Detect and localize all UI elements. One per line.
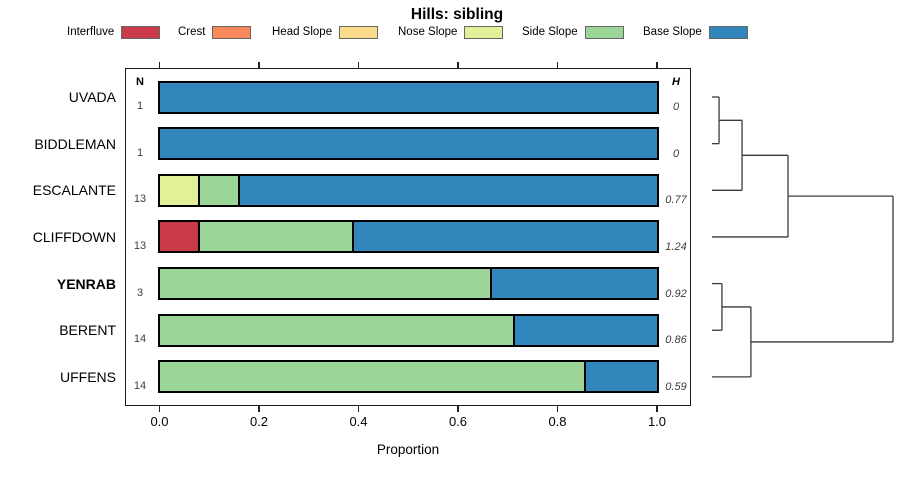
legend-swatch bbox=[708, 25, 748, 39]
row-label: BIDDLEMAN bbox=[34, 135, 116, 152]
axis-tick-bottom bbox=[357, 406, 360, 412]
h-value: 0.59 bbox=[665, 380, 687, 393]
x-axis-title: Proportion bbox=[376, 442, 440, 457]
axis-tick-top bbox=[258, 62, 260, 68]
legend-swatch bbox=[212, 25, 252, 39]
bar-segment-base-slope bbox=[351, 222, 657, 252]
legend-swatch bbox=[584, 25, 624, 39]
h-value: 0.92 bbox=[665, 287, 687, 300]
axis-tick-bottom bbox=[258, 406, 260, 412]
plot-area bbox=[125, 68, 691, 406]
row-label: YENRAB bbox=[56, 275, 116, 292]
legend-item: Base Slope bbox=[643, 25, 748, 39]
dendrogram bbox=[712, 96, 894, 378]
bar-segment-side-slope bbox=[159, 315, 514, 345]
legend-item-label: Interfluve bbox=[67, 26, 115, 38]
axis-tick-top bbox=[457, 62, 459, 68]
axis-tick-bottom bbox=[556, 406, 559, 412]
legend-item-label: Crest bbox=[178, 26, 206, 38]
axis-tick-top bbox=[656, 62, 658, 68]
row-label: CLIFFDOWN bbox=[32, 228, 116, 245]
h-value: 0.77 bbox=[665, 194, 687, 207]
legend-item-label: Head Slope bbox=[272, 26, 333, 38]
axis-tick-label: 0.8 bbox=[548, 414, 567, 429]
bar-segment-side-slope bbox=[159, 269, 490, 299]
axis-tick-top bbox=[556, 62, 559, 68]
n-value: 14 bbox=[133, 379, 147, 392]
axis-tick-top bbox=[158, 62, 161, 68]
bar-segment-nose-slope bbox=[159, 175, 198, 205]
bar-segment-base-slope bbox=[159, 129, 657, 159]
bar-segment-interfluve bbox=[159, 222, 198, 252]
axis-tick-label: 0.0 bbox=[150, 414, 169, 429]
axis-tick-label: 0.2 bbox=[249, 414, 269, 429]
legend-item: Head Slope bbox=[272, 25, 379, 39]
stacked-bar bbox=[157, 127, 659, 161]
axis-tick-top bbox=[357, 62, 360, 68]
h-value: 0.86 bbox=[665, 334, 687, 347]
bar-segment-base-slope bbox=[159, 82, 657, 112]
legend-item-label: Base Slope bbox=[643, 26, 702, 38]
axis-tick-bottom bbox=[457, 406, 459, 412]
axis-tick-bottom bbox=[656, 406, 658, 412]
bar-segment-base-slope bbox=[513, 315, 657, 345]
axis-tick-bottom bbox=[158, 406, 161, 412]
bar-segment-side-slope bbox=[159, 362, 585, 392]
axis-tick-label: 0.4 bbox=[349, 414, 368, 429]
h-value: 0 bbox=[672, 147, 680, 160]
chart-title: Hills: sibling bbox=[410, 6, 504, 23]
legend-item: Interfluve bbox=[67, 25, 161, 39]
n-value: 13 bbox=[133, 239, 147, 252]
n-value: 1 bbox=[136, 146, 144, 159]
h-value: 1.24 bbox=[665, 240, 687, 253]
row-label: UVADA bbox=[68, 89, 116, 105]
row-label: ESCALANTE bbox=[32, 182, 116, 199]
n-column-header: N bbox=[136, 76, 144, 88]
n-value: 3 bbox=[136, 286, 144, 299]
legend-item-label: Side Slope bbox=[522, 26, 578, 38]
row-label: UFFENS bbox=[60, 368, 116, 385]
legend-swatch bbox=[339, 25, 379, 39]
stacked-bar bbox=[157, 80, 659, 114]
legend-swatch bbox=[121, 25, 161, 39]
row-label: BERENT bbox=[59, 322, 116, 339]
axis-tick-label: 1.0 bbox=[647, 414, 667, 429]
bar-segment-base-slope bbox=[584, 362, 657, 392]
legend-item: Side Slope bbox=[522, 25, 624, 39]
stacked-bar bbox=[157, 313, 659, 347]
bar-segment-side-slope bbox=[197, 222, 352, 252]
bar-segment-base-slope bbox=[490, 269, 657, 299]
h-value: 0 bbox=[672, 101, 680, 113]
bar-segment-side-slope bbox=[197, 175, 238, 205]
stacked-bar bbox=[157, 267, 659, 301]
axis-tick-label: 0.6 bbox=[448, 414, 468, 429]
stacked-bar bbox=[157, 360, 659, 394]
h-column-header: H bbox=[672, 76, 680, 88]
n-value: 13 bbox=[133, 193, 147, 206]
n-value: 14 bbox=[133, 333, 147, 346]
stacked-bar bbox=[157, 220, 659, 254]
legend-swatch bbox=[464, 25, 504, 39]
bar-segment-base-slope bbox=[237, 175, 657, 205]
stacked-bar bbox=[157, 173, 659, 207]
legend-item-label: Nose Slope bbox=[398, 26, 458, 38]
n-value: 1 bbox=[136, 100, 144, 112]
legend-item: Crest bbox=[178, 25, 252, 39]
legend-item: Nose Slope bbox=[398, 25, 504, 39]
